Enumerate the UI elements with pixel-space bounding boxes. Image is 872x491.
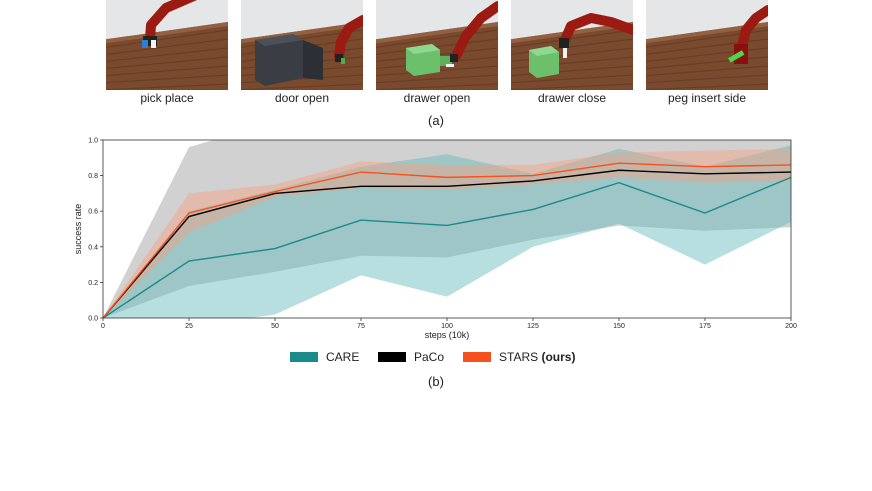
task-label: drawer open [403,91,471,105]
line-paco [103,169,791,318]
legend-swatch [290,352,318,362]
y-tick-label: 0.4 [88,244,98,251]
task-drawer-close-image [511,0,633,90]
legend-label: PaCo [414,350,445,364]
task-door-open: door open [241,0,363,105]
y-tick-label: 0.8 [88,173,98,180]
legend-swatch [378,352,406,362]
caption-b: (b) [428,374,444,389]
line-care [103,176,791,318]
task-peg-insert-side-image [646,0,768,90]
band-paco [103,140,791,318]
task-pick-place: pick place [106,0,228,105]
chart-legend: CARE PaCo STARS (ours) [0,348,872,366]
x-tick-label: 75 [357,323,365,330]
x-tick-label: 150 [613,323,625,330]
caption-a: (a) [428,113,444,128]
x-tick-label: 50 [271,323,279,330]
task-door-open-image [241,0,363,90]
task-label: pick place [140,91,194,105]
line-stars-ours [103,162,791,318]
legend-item: STARS (ours) [463,348,575,366]
y-tick-label: 0.2 [88,280,98,287]
y-axis-label: success rate [73,204,83,255]
task-drawer-open-image [376,0,498,90]
task-pick-place-image [106,0,228,90]
series-lines [103,162,791,318]
task-peg-insert-side: peg insert side [646,0,768,105]
x-tick-label: 175 [699,323,711,330]
y-tick-label: 0.6 [88,209,98,216]
task-label: peg insert side [667,91,747,105]
legend-swatch [463,352,491,362]
x-tick-label: 100 [441,323,453,330]
x-tick-label: 125 [527,323,539,330]
y-tick-label: 1.0 [88,138,98,145]
task-label: door open [274,91,330,105]
legend-item: CARE [290,348,359,366]
x-tick-label: 0 [101,323,105,330]
confidence-bands [103,140,791,318]
legend-label: CARE [326,350,360,364]
task-label: drawer close [537,91,607,105]
legend-item: PaCo [378,348,444,366]
legend-label: STARS (ours) [499,350,576,364]
task-drawer-close: drawer close [511,0,633,105]
x-tick-label: 25 [185,323,193,330]
x-axis-label: steps (10k) [425,330,470,340]
task-thumbnails: pick place door open drawer open drawer clo… [0,0,872,110]
x-tick-label: 200 [785,323,797,330]
success-rate-chart: 0 25 50 75 100 125 150 175 200 0.0 0.2 0.4 0.6 0.8 1.0… [73,138,797,341]
band-care [103,145,791,318]
task-drawer-open: drawer open [376,0,498,105]
y-tick-label: 0.0 [88,316,98,323]
